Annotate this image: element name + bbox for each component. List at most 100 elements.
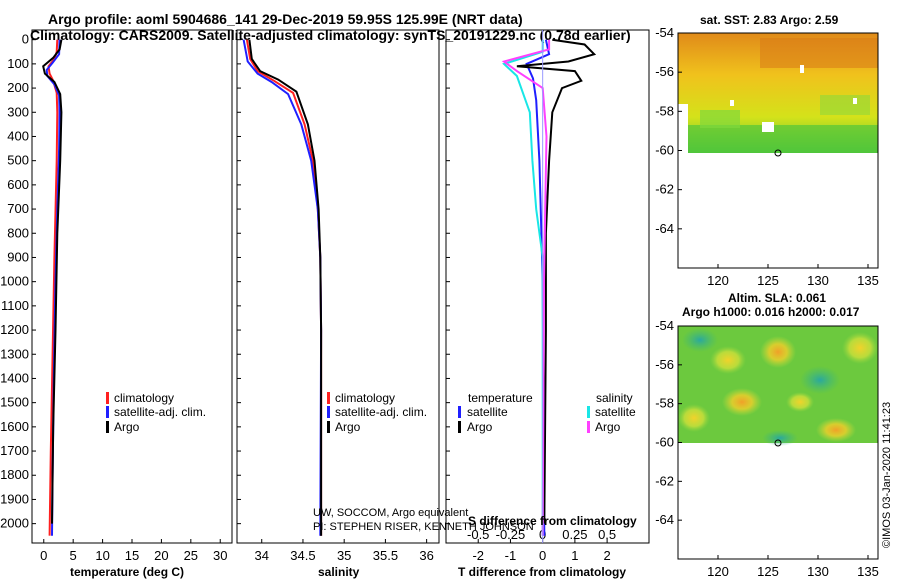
figure-title-line1: Argo profile: aoml 5904686_141 29-Dec-20… <box>48 11 523 27</box>
sla-map-panel: Altim. SLA: 0.061 Argo h1000: 0.016 h200… <box>655 291 879 579</box>
map-y-tick-label: -62 <box>655 182 674 197</box>
pressure-tick-label: 600 <box>7 177 29 192</box>
series-line-argo <box>248 39 323 536</box>
sst-cloud-gap <box>730 100 734 106</box>
salinity-plot-frame <box>236 29 440 544</box>
map-x-tick-label: 130 <box>807 564 829 579</box>
sla-yellow-eddy <box>842 332 878 364</box>
legend-s-argo-label: Argo <box>595 420 621 434</box>
figure-title-line2: Climatology: CARS2009. Satellite-adjuste… <box>30 27 631 43</box>
sla-yellow-eddy <box>816 418 856 442</box>
x-tick-label: 20 <box>154 548 168 563</box>
salinity-difference-axis: -0.5-0.2500.250.5 <box>467 527 616 542</box>
map-y-tick-label: -62 <box>655 473 674 488</box>
pressure-tick-label: 200 <box>7 80 29 95</box>
legend-satellite-label: satellite-adj. clim. <box>335 405 427 419</box>
legend-temperature-title: temperature <box>468 391 533 405</box>
sla-yellow-eddy <box>678 404 710 432</box>
map-x-tick-label: 135 <box>857 273 879 288</box>
pressure-tick-label: 1500 <box>0 395 29 410</box>
difference-legend: temperature satellite Argo salinity sate… <box>458 391 636 434</box>
legend-satellite-swatch <box>106 406 109 418</box>
legend-t-argo-label: Argo <box>467 420 493 434</box>
t-difference-axis-label: T difference from climatology <box>458 565 626 579</box>
pressure-tick-label: 700 <box>7 201 29 216</box>
map-y-tick-label: -56 <box>655 64 674 79</box>
pressure-tick-label: 100 <box>7 56 29 71</box>
sst-warm-band <box>760 38 878 68</box>
sst-argo-position-marker <box>774 149 782 157</box>
x-tick-label: 0 <box>40 548 47 563</box>
map-y-tick-label: -58 <box>655 103 674 118</box>
difference-panel: -2 -1 0 1 2 -0.5 -0.25 0 0.25 0.5 temperature sa… <box>445 29 650 579</box>
x-tick-label: 25 <box>184 548 198 563</box>
legend-satellite-swatch <box>327 406 330 418</box>
salinity-axis-label: salinity <box>318 565 360 579</box>
s-diff-tick-label: -0.25 <box>496 527 526 542</box>
map-y-tick-label: -54 <box>655 25 674 40</box>
series-line-argo <box>42 39 63 524</box>
map-x-tick-label: 120 <box>707 273 729 288</box>
map-x-tick-label: 135 <box>857 564 879 579</box>
map-y-tick-label: -64 <box>655 512 674 527</box>
pressure-tick-label: 1100 <box>1 298 29 313</box>
salinity-panel: 34 34.5 35 35.5 36 climatology satellite-adj… <box>236 29 534 579</box>
pressure-tick-label: 500 <box>7 153 29 168</box>
s-difference-axis-label: S difference from climatology <box>468 514 637 528</box>
pressure-tick-label: 1900 <box>0 491 29 506</box>
pressure-tick-label: 0 <box>22 32 29 47</box>
difference-pressure-ticks <box>446 39 450 525</box>
map-y-tick-label: -60 <box>655 435 674 450</box>
map-y-tick-label: -54 <box>655 318 674 333</box>
legend-salinity-title: salinity <box>596 391 633 405</box>
map-y-tick-label: -58 <box>655 396 674 411</box>
s-diff-tick-label: 0.5 <box>598 527 616 542</box>
pressure-tick-label: 300 <box>7 104 29 119</box>
sst-cloud-gap <box>853 98 857 104</box>
pressure-tick-label: 1800 <box>0 467 29 482</box>
sst-green-patch <box>820 95 870 115</box>
sst-map-panel: sat. SST: 2.83 Argo: 2.59 120 125 130 135 -5… <box>655 13 879 288</box>
sla-low-eddy <box>762 430 798 446</box>
x-tick-label: 30 <box>213 548 227 563</box>
map-y-tick-label: -64 <box>655 221 674 236</box>
x-tick-label: 36 <box>419 548 433 563</box>
legend-t-argo-swatch <box>458 421 461 433</box>
map-x-tick-label: 130 <box>807 273 829 288</box>
sla-low-eddy <box>682 328 718 352</box>
salinity-legend: climatology satellite-adj. clim. Argo <box>327 391 427 434</box>
pressure-tick-label: 800 <box>7 225 29 240</box>
temperature-difference-axis: -2 -1 0 1 2 <box>472 539 611 563</box>
legend-argo-swatch <box>106 421 109 433</box>
x-tick-label: 2 <box>603 548 610 563</box>
s-diff-tick-label: -0.5 <box>467 527 489 542</box>
legend-s-satellite-swatch <box>587 406 590 418</box>
pressure-tick-label: 400 <box>7 128 29 143</box>
x-tick-label: 35.5 <box>373 548 398 563</box>
sst-map-axes: 120 125 130 135 -54 -56 -58 -60 -62 -64 <box>655 25 879 288</box>
pressure-tick-label: 1700 <box>0 443 29 458</box>
x-tick-label: -2 <box>472 548 484 563</box>
sst-green-patch <box>700 110 740 128</box>
series-line-s-satellite <box>502 39 544 536</box>
sst-cool-band <box>678 125 878 153</box>
salinity-lines <box>242 39 323 536</box>
pressure-tick-label: 900 <box>7 249 29 264</box>
pressure-axis: 0 100 200 300 400 500 600 700 800 900 1000 1100 1200… <box>0 32 36 531</box>
pressure-tick-label: 1300 <box>0 346 29 361</box>
difference-plot-frame <box>445 29 650 544</box>
sst-map-field <box>678 33 878 157</box>
x-tick-label: 1 <box>571 548 578 563</box>
sla-yellow-eddy <box>722 388 762 416</box>
x-tick-label: 34 <box>255 548 269 563</box>
pressure-tick-label: 1000 <box>0 274 29 289</box>
pressure-tick-label: 1400 <box>0 370 29 385</box>
sla-yellow-eddy <box>786 392 814 412</box>
map-y-tick-label: -60 <box>655 143 674 158</box>
sla-map-title-line2: Argo h1000: 0.016 h2000: 0.017 <box>682 305 860 319</box>
difference-lines <box>501 30 597 543</box>
x-tick-label: 10 <box>95 548 109 563</box>
series-line-t-satellite <box>525 39 551 536</box>
temperature-axis-label: temperature (deg C) <box>70 565 184 579</box>
